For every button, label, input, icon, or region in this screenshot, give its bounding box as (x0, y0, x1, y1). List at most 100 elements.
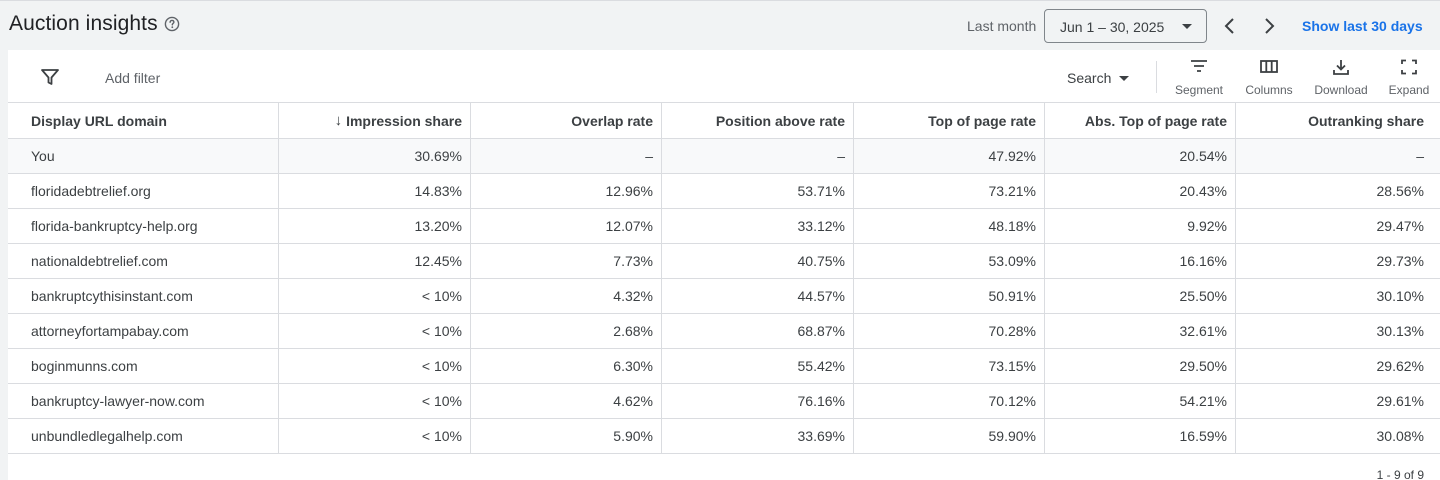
cell-impression-share: 14.83% (279, 174, 471, 208)
auction-insights-panel: Add filter Search Segment Columns Downlo… (8, 50, 1440, 480)
cell-overlap-rate: 6.30% (471, 349, 662, 383)
table-row: floridadebtrelief.org 14.83% 12.96% 53.71% 7… (8, 174, 1440, 209)
expand-label: Expand (1388, 83, 1430, 97)
download-label: Download (1314, 83, 1368, 97)
date-range-value: Jun 1 – 30, 2025 (1060, 19, 1165, 35)
cell-top-of-page-rate: 50.91% (854, 279, 1045, 313)
table-row: attorneyfortampabay.com < 10% 2.68% 68.87% 7… (8, 314, 1440, 349)
cell-overlap-rate: 4.62% (471, 384, 662, 418)
cell-outranking-share: 30.08% (1376, 428, 1424, 444)
cell-domain: boginmunns.com (8, 349, 279, 383)
download-icon (1333, 60, 1349, 75)
columns-label: Columns (1245, 83, 1293, 97)
cell-impression-share: < 10% (279, 384, 471, 418)
column-header-outranking-share[interactable]: Outranking share (1308, 112, 1424, 129)
cell-domain: nationaldebtrelief.com (8, 244, 279, 278)
period-label: Last month (967, 18, 1037, 34)
cell-abs-top-of-page-rate: 16.59% (1045, 419, 1236, 453)
column-header-top-of-page-rate[interactable]: Top of page rate (854, 103, 1045, 138)
cell-position-above-rate: 40.75% (662, 244, 854, 278)
chevron-down-icon (1182, 24, 1192, 29)
table-row: florida-bankruptcy-help.org 13.20% 12.07% 3… (8, 209, 1440, 244)
table-row: bankruptcy-lawyer-now.com < 10% 4.62% 76.16… (8, 384, 1440, 419)
toolbar-divider (1156, 61, 1157, 93)
cell-overlap-rate: 12.96% (471, 174, 662, 208)
segment-icon (1191, 60, 1207, 72)
cell-outranking-share: 30.13% (1376, 323, 1424, 339)
table-row: unbundledlegalhelp.com < 10% 5.90% 33.69% 59… (8, 419, 1440, 454)
cell-top-of-page-rate: 70.28% (854, 314, 1045, 348)
cell-position-above-rate: 68.87% (662, 314, 854, 348)
cell-overlap-rate: – (471, 139, 662, 173)
cell-position-above-rate: 53.71% (662, 174, 854, 208)
cell-top-of-page-rate: 73.15% (854, 349, 1045, 383)
page-header: Auction insights Last month Jun 1 – 30, … (0, 0, 1440, 50)
table-row: nationaldebtrelief.com 12.45% 7.73% 40.75% 5… (8, 244, 1440, 279)
cell-domain: attorneyfortampabay.com (8, 314, 279, 348)
cell-domain: florida-bankruptcy-help.org (8, 209, 279, 243)
next-period-icon[interactable] (1259, 15, 1279, 37)
table-row: boginmunns.com < 10% 6.30% 55.42% 73.15% 29.5… (8, 349, 1440, 384)
cell-outranking-share: 29.62% (1376, 358, 1424, 374)
cell-position-above-rate: – (662, 139, 854, 173)
filter-icon[interactable] (40, 68, 60, 86)
columns-icon (1260, 60, 1278, 73)
cell-overlap-rate: 2.68% (471, 314, 662, 348)
columns-button[interactable]: Columns (1243, 58, 1295, 97)
cell-position-above-rate: 33.69% (662, 419, 854, 453)
cell-top-of-page-rate: 70.12% (854, 384, 1045, 418)
chevron-down-icon (1119, 76, 1130, 81)
cell-impression-share: < 10% (279, 279, 471, 313)
cell-top-of-page-rate: 73.21% (854, 174, 1045, 208)
cell-outranking-share: – (1416, 148, 1424, 164)
cell-position-above-rate: 76.16% (662, 384, 854, 418)
cell-domain: bankruptcythisinstant.com (8, 279, 279, 313)
cell-domain: floridadebtrelief.org (8, 174, 279, 208)
cell-top-of-page-rate: 59.90% (854, 419, 1045, 453)
cell-outranking-share: 28.56% (1376, 183, 1424, 199)
cell-impression-share: 30.69% (279, 139, 471, 173)
cell-outranking-share: 29.47% (1376, 218, 1424, 234)
cell-outranking-share: 29.73% (1376, 253, 1424, 269)
cell-position-above-rate: 44.57% (662, 279, 854, 313)
pagination-status: 1 - 9 of 9 (1376, 468, 1424, 480)
cell-abs-top-of-page-rate: 20.54% (1045, 139, 1236, 173)
cell-top-of-page-rate: 47.92% (854, 139, 1045, 173)
expand-button[interactable]: Expand (1388, 58, 1430, 97)
previous-period-icon[interactable] (1220, 15, 1240, 37)
cell-impression-share: 12.45% (279, 244, 471, 278)
column-header-domain[interactable]: Display URL domain (8, 103, 279, 138)
cell-impression-share: < 10% (279, 314, 471, 348)
date-range-select[interactable]: Jun 1 – 30, 2025 (1044, 9, 1207, 43)
cell-outranking-share: 29.61% (1376, 393, 1424, 409)
add-filter-button[interactable]: Add filter (105, 70, 161, 86)
cell-top-of-page-rate: 53.09% (854, 244, 1045, 278)
column-header-overlap-rate[interactable]: Overlap rate (471, 103, 662, 138)
cell-abs-top-of-page-rate: 25.50% (1045, 279, 1236, 313)
table-row: bankruptcythisinstant.com < 10% 4.32% 44.57… (8, 279, 1440, 314)
cell-top-of-page-rate: 48.18% (854, 209, 1045, 243)
column-header-abs-top-of-page-rate[interactable]: Abs. Top of page rate (1045, 103, 1236, 138)
search-type-label: Search (1067, 70, 1112, 86)
segment-button[interactable]: Segment (1174, 58, 1224, 97)
cell-domain: unbundledlegalhelp.com (8, 419, 279, 453)
cell-abs-top-of-page-rate: 16.16% (1045, 244, 1236, 278)
cell-impression-share: < 10% (279, 349, 471, 383)
search-type-dropdown[interactable]: Search (1067, 70, 1130, 86)
column-header-position-above-rate[interactable]: Position above rate (662, 103, 854, 138)
page-title: Auction insights (9, 12, 158, 35)
expand-icon (1401, 59, 1417, 75)
download-button[interactable]: Download (1313, 58, 1369, 97)
cell-overlap-rate: 4.32% (471, 279, 662, 313)
help-icon[interactable] (164, 16, 180, 32)
cell-domain: bankruptcy-lawyer-now.com (8, 384, 279, 418)
cell-abs-top-of-page-rate: 32.61% (1045, 314, 1236, 348)
cell-overlap-rate: 5.90% (471, 419, 662, 453)
sort-arrow-icon: ↓ (334, 112, 343, 129)
cell-abs-top-of-page-rate: 20.43% (1045, 174, 1236, 208)
column-header-impression-share[interactable]: ↓ Impression share (279, 103, 471, 138)
show-last-30-days-link[interactable]: Show last 30 days (1302, 18, 1423, 34)
table-toolbar: Add filter Search Segment Columns Downlo… (8, 50, 1440, 103)
cell-impression-share: < 10% (279, 419, 471, 453)
cell-overlap-rate: 7.73% (471, 244, 662, 278)
